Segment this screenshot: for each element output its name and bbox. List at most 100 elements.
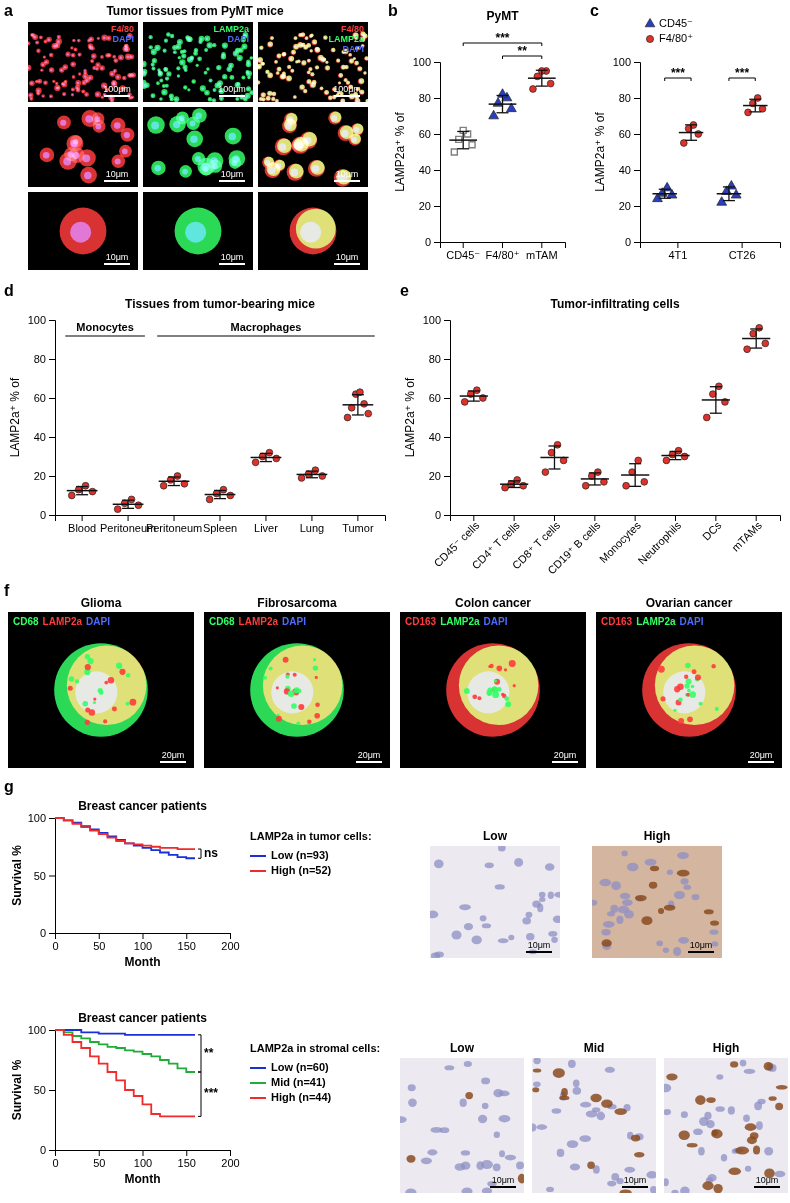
cell-nucleus <box>189 121 195 127</box>
cell-stain <box>54 85 60 91</box>
cell-stain <box>276 53 281 58</box>
error-bar-part <box>670 451 682 452</box>
cell-nucleus <box>309 68 311 70</box>
image-label: Low <box>450 1041 475 1055</box>
panel-label: c <box>590 2 599 19</box>
ihc-image: 10μm <box>588 846 722 958</box>
legend-title: LAMP2a in tumor cells: <box>250 830 372 842</box>
cell-nucleus <box>72 89 74 91</box>
nucleus <box>553 915 560 923</box>
cell-nucleus <box>84 172 91 179</box>
cell-nucleus <box>311 84 314 87</box>
cell-stain <box>124 44 129 49</box>
nucleus <box>698 1147 705 1155</box>
point <box>635 457 642 464</box>
micrograph-background <box>204 612 390 768</box>
chart-title: PyMT <box>486 9 519 23</box>
cell-nucleus <box>192 81 194 83</box>
legend-label: Low (n=93) <box>271 849 329 861</box>
cell-nucleus <box>143 86 145 88</box>
tick-label: Spleen <box>203 522 237 534</box>
cell-stain <box>262 156 274 168</box>
y-axis-title: LAMP2a⁺ % of <box>8 377 22 457</box>
cell-stain <box>326 61 329 64</box>
cell-stain <box>289 164 304 179</box>
stained-cell <box>518 1174 524 1184</box>
point <box>469 142 475 148</box>
point <box>135 502 142 509</box>
stained-cell <box>553 1068 565 1078</box>
cell-nucleus <box>207 68 209 70</box>
stained-cell <box>634 1152 644 1157</box>
error-bar-part <box>750 328 762 329</box>
cell-nucleus <box>213 44 215 46</box>
point <box>759 105 766 112</box>
cell-stain <box>345 65 349 69</box>
cell-stain <box>196 64 199 67</box>
error-bar-part <box>536 70 548 71</box>
tick-mark <box>742 242 743 248</box>
nucleus <box>434 859 444 868</box>
axis-line <box>641 243 781 249</box>
stain-label: CD68 <box>209 616 235 627</box>
point <box>547 80 554 87</box>
cell-stain <box>310 160 324 174</box>
cell-nucleus <box>331 115 337 121</box>
scale-bar <box>219 95 245 97</box>
tick-mark <box>128 515 129 521</box>
panel-label: g <box>4 778 14 795</box>
y-axis: 020406080100 <box>423 314 451 521</box>
cell-stain <box>307 59 311 63</box>
cell-stain <box>309 67 313 71</box>
tick: 4T1 <box>668 242 687 261</box>
cell-stain <box>179 165 192 178</box>
cell-nucleus <box>43 56 44 57</box>
nucleus <box>545 863 555 871</box>
cell-nucleus <box>366 100 368 102</box>
cell-stain <box>289 56 294 61</box>
nucleus <box>482 923 491 928</box>
nucleus <box>707 1174 716 1181</box>
cell-stain <box>276 67 281 72</box>
cell-nucleus <box>67 53 69 55</box>
tick: 100 <box>28 812 55 824</box>
scale-bar-label: 10μm <box>756 1175 779 1185</box>
nucleus <box>621 851 627 857</box>
micrograph: CD163LAMP2aDAPI20μm <box>596 612 782 768</box>
cell-stain <box>159 97 163 101</box>
cell-stain <box>183 85 187 89</box>
cell-stain <box>46 37 52 43</box>
tick-label: 100 <box>134 940 152 952</box>
granule <box>116 663 122 669</box>
cell-stain <box>271 92 276 97</box>
cell-stain <box>349 133 361 145</box>
cell-nucleus <box>143 73 145 75</box>
granule <box>684 675 688 679</box>
cell-nucleus <box>307 81 309 83</box>
panel-g: gLow10μmHigh10μmLow10μmMid10μmHigh10μm <box>4 778 788 1197</box>
cell-nucleus <box>70 222 91 243</box>
cells <box>664 1060 788 1193</box>
error-bar <box>749 99 761 112</box>
cell-stain <box>169 94 174 99</box>
tick: 60 <box>429 392 450 404</box>
cell-nucleus <box>178 57 180 59</box>
cell-stain <box>62 92 66 96</box>
stained-cell <box>687 1143 698 1148</box>
point <box>520 482 527 489</box>
nucleus <box>537 904 543 913</box>
cell-stain <box>353 57 356 60</box>
tick-mark <box>444 476 450 477</box>
tick-label: 80 <box>619 92 631 104</box>
cell-stain <box>152 66 156 70</box>
cell-nucleus <box>290 169 298 177</box>
cell-stain <box>296 209 336 249</box>
cell-stain <box>197 158 215 176</box>
point <box>669 451 676 458</box>
cell-nucleus <box>194 52 196 54</box>
cell-stain <box>72 39 76 43</box>
point <box>89 488 96 495</box>
granule <box>674 686 680 692</box>
nucleus <box>539 892 546 898</box>
cell-stain <box>243 97 248 102</box>
